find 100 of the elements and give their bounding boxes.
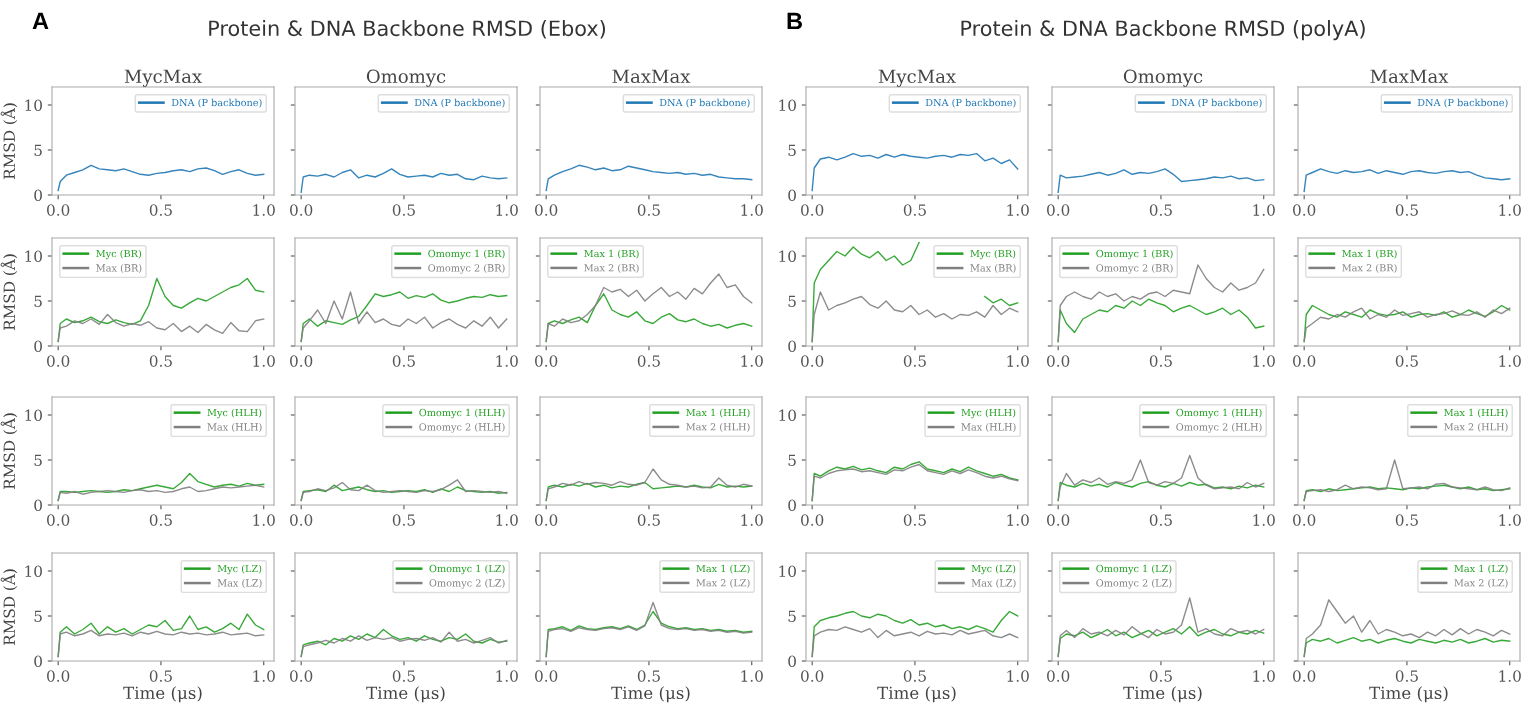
line-series <box>57 484 265 502</box>
x-tick-label: 0.5 <box>149 514 172 526</box>
x-tick-label: 1.0 <box>1499 204 1521 216</box>
x-tick-label: 0.5 <box>637 514 660 526</box>
y-tick-label: 0 <box>34 189 42 202</box>
legend-label: DNA (P backbone) <box>171 98 262 108</box>
y-axis-title: RMSD (Å) <box>0 413 18 489</box>
text: Protein & DNA Backbone RMSD (Ebox) <box>209 20 606 39</box>
x-tick-label: 0.0 <box>1293 355 1316 367</box>
y-tick-label: 10 <box>779 409 796 422</box>
text: Omomyc 1 (LZ) <box>1096 564 1172 575</box>
y-tick-label: 5 <box>788 295 796 308</box>
line-series <box>57 629 265 658</box>
x-tick-label: 0.0 <box>47 204 70 216</box>
x-tick-label: 0.0 <box>290 355 313 367</box>
legend-label: Myc (LZ) <box>971 564 1016 575</box>
y-tick-label: 0 <box>34 340 42 353</box>
legend-label: Max (HLH) <box>961 423 1016 432</box>
x-tick-label: 0.5 <box>903 355 926 367</box>
legend-label: Omomyc 2 (BR) <box>428 264 505 274</box>
x-tick-label: 0.5 <box>149 204 172 216</box>
y-tick-label: 5 <box>788 454 796 467</box>
x-tick-label: 0.5 <box>392 514 415 526</box>
x-tick-label: 0.5 <box>903 514 926 526</box>
x-tick-label: 0.0 <box>47 514 70 526</box>
legend-label: Max (BR) <box>96 264 142 273</box>
legend-label: Omomyc 2 (HLH) <box>419 423 505 433</box>
x-tick-label: 1.0 <box>1253 355 1275 367</box>
y-axis-title: RMSD (Å) <box>0 569 18 645</box>
legend-label: Max 2 (BR) <box>1342 263 1397 273</box>
legend-label: Max (LZ) <box>971 579 1016 588</box>
legend-label: Myc (BR) <box>96 249 142 260</box>
legend-label: Max 1 (LZ) <box>696 564 750 574</box>
text: Protein & DNA Backbone RMSD (polyA) <box>961 20 1365 41</box>
x-tick-label: 1.0 <box>741 670 763 682</box>
x-axis-title: Time (μs) <box>611 686 690 703</box>
x-tick-label: 0.5 <box>392 670 415 682</box>
y-tick-label: 0 <box>34 655 42 668</box>
y-tick-label: 0 <box>34 499 42 512</box>
y-tick-label: 0 <box>788 340 796 353</box>
x-tick-label: 0.0 <box>1293 670 1316 682</box>
legend-label: Max 1 (BR) <box>584 249 639 259</box>
x-tick-label: 1.0 <box>1007 204 1029 216</box>
x-tick-label: 0.0 <box>1047 514 1070 526</box>
y-tick-label: 10 <box>779 250 796 263</box>
legend-label: Max 2 (HLH) <box>1444 422 1508 432</box>
x-tick-label: 1.0 <box>1253 670 1275 682</box>
legend-label: Omomyc 1 (LZ) <box>429 564 505 575</box>
x-tick-label: 1.0 <box>741 204 763 216</box>
legend-label: Myc (LZ) <box>217 564 262 575</box>
x-tick-label: 0.5 <box>392 355 415 367</box>
chart-title: Omomyc <box>1123 69 1203 87</box>
chart-title: MycMax <box>124 69 202 87</box>
y-axis-title: RMSD (Å) <box>0 103 18 179</box>
y-tick-label: 10 <box>25 409 42 422</box>
y-tick-label: 5 <box>34 454 42 467</box>
y-tick-label: 0 <box>788 655 796 668</box>
series-label: Omomyc 2 (BR) <box>1096 264 1173 274</box>
y-tick-label: 0 <box>788 189 796 202</box>
x-tick-label: 0.5 <box>1395 670 1418 682</box>
text: Omomyc 1 (BR) <box>1096 249 1173 260</box>
x-tick-label: 1.0 <box>1253 514 1275 526</box>
x-axis-title: Time (μs) <box>1369 686 1448 703</box>
chart-title: MycMax <box>878 69 956 87</box>
x-tick-label: 0.0 <box>47 670 70 682</box>
x-tick-label: 0.0 <box>801 355 824 367</box>
legend-label: DNA (P backbone) <box>414 98 505 108</box>
y-tick-label: 10 <box>25 250 42 263</box>
y-tick-label: 10 <box>25 99 42 112</box>
x-tick-label: 0.5 <box>637 355 660 367</box>
legend-label: Max (LZ) <box>217 579 262 588</box>
legend-label: DNA (P backbone) <box>925 98 1016 108</box>
x-tick-label: 1.0 <box>1499 514 1521 526</box>
x-tick-label: 0.0 <box>535 355 558 367</box>
x-tick-label: 0.5 <box>392 204 415 216</box>
legend-label: Omomyc 1 (BR) <box>428 249 505 260</box>
x-tick-label: 0.0 <box>290 670 313 682</box>
line-series <box>57 313 265 343</box>
legend-label: DNA (P backbone) <box>659 98 750 108</box>
x-tick-label: 0.5 <box>149 355 172 367</box>
legend-label: Max 1 (HLH) <box>1444 408 1508 418</box>
x-tick-label: 0.0 <box>290 204 313 216</box>
x-tick-label: 0.5 <box>1149 355 1172 367</box>
x-tick-label: 0.0 <box>535 670 558 682</box>
legend-label: DNA (P backbone) <box>1171 98 1262 108</box>
x-axis-title: Time (μs) <box>366 686 445 703</box>
y-tick-label: 5 <box>34 610 42 623</box>
x-tick-label: 0.0 <box>535 514 558 526</box>
x-tick-label: 1.0 <box>1007 670 1029 682</box>
y-tick-label: 10 <box>25 565 42 578</box>
x-tick-label: 0.0 <box>1047 670 1070 682</box>
x-tick-label: 0.0 <box>1047 355 1070 367</box>
x-tick-label: 1.0 <box>253 355 275 367</box>
legend-label: Omomyc 1 (HLH) <box>1176 408 1262 419</box>
y-tick-label: 5 <box>788 144 796 157</box>
chart-title: Omomyc <box>366 69 446 87</box>
text: Omomyc 2 (LZ) <box>1096 579 1172 589</box>
legend-label: Omomyc 2 (LZ) <box>429 579 505 589</box>
x-tick-label: 0.5 <box>1395 204 1418 216</box>
x-tick-label: 1.0 <box>253 514 275 526</box>
